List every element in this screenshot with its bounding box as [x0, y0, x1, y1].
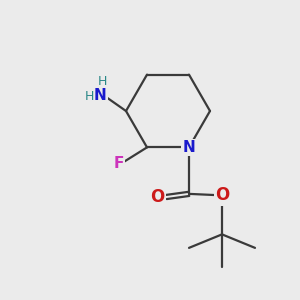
Text: O: O [215, 186, 229, 204]
Text: O: O [150, 188, 165, 206]
Text: H: H [84, 89, 94, 103]
Text: N: N [183, 140, 195, 155]
Text: F: F [113, 156, 124, 171]
Text: H: H [97, 75, 107, 88]
Text: N: N [94, 88, 107, 104]
